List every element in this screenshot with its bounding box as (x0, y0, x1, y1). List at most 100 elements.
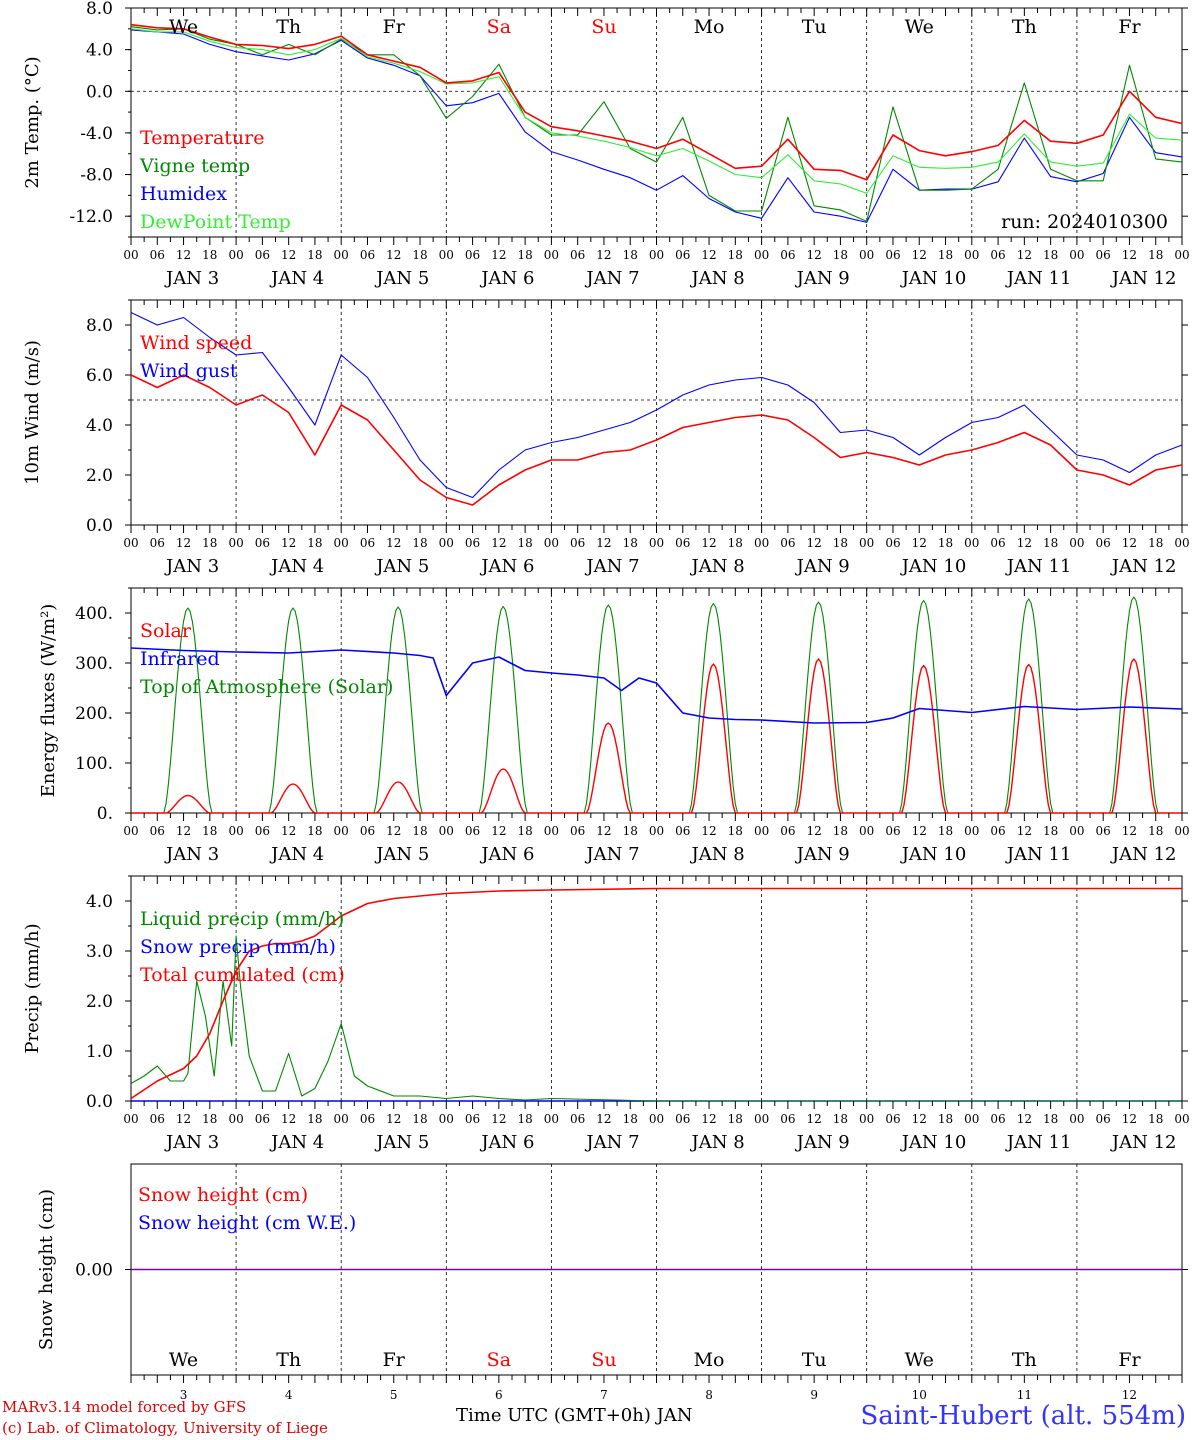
hour-tick-label: 06 (1096, 824, 1111, 838)
hour-tick-label: 06 (570, 824, 585, 838)
date-label: JAN 6 (479, 556, 534, 577)
hour-tick-label: 18 (728, 1112, 743, 1126)
hour-tick-label: 18 (202, 1112, 217, 1126)
day-number-label: 10 (912, 1388, 927, 1402)
dewpoint-line (130, 28, 1183, 194)
hour-tick-label: 00 (964, 824, 979, 838)
date-label: JAN 4 (269, 844, 324, 865)
hour-tick-label: 00 (859, 824, 874, 838)
hour-tick-label: 00 (228, 536, 243, 550)
weekday-label: Fr (1118, 1349, 1141, 1371)
solar-line (131, 658, 1182, 814)
date-label: JAN 8 (690, 1132, 745, 1153)
weekday-label: Mo (694, 1349, 725, 1371)
weekday-label: Fr (383, 16, 406, 38)
hour-tick-label: 12 (596, 1112, 611, 1126)
y-tick-label: -8.0 (80, 166, 113, 186)
date-label: JAN 8 (690, 556, 745, 577)
day-number-label: 8 (705, 1388, 713, 1402)
date-label: JAN 9 (795, 556, 850, 577)
hour-tick-label: 06 (675, 824, 690, 838)
y-tick-label: 0.0 (86, 82, 113, 102)
legend-entry: Solar (140, 620, 192, 642)
hour-tick-label: 12 (701, 536, 716, 550)
weekday-label: Th (1012, 1349, 1037, 1371)
weekday-label: We (905, 1349, 934, 1371)
y-tick-label: 0.0 (86, 516, 113, 536)
hour-tick-label: 12 (1017, 536, 1032, 550)
hour-tick-label: 18 (517, 248, 532, 262)
y-tick-label: 4.0 (86, 892, 113, 912)
weekday-label: Tu (802, 16, 827, 38)
y-axis-title: 10m Wind (m/s) (22, 340, 43, 485)
hour-tick-label: 00 (334, 824, 349, 838)
legend-entry: Snow height (cm) (138, 1184, 308, 1206)
hour-tick-label: 06 (990, 536, 1005, 550)
hour-tick-label: 06 (675, 536, 690, 550)
y-tick-label: 0. (97, 804, 113, 824)
day-number-label: 6 (495, 1388, 503, 1402)
date-label: JAN 9 (795, 844, 850, 865)
hour-tick-label: 06 (255, 1112, 270, 1126)
hour-tick-label: 00 (1174, 248, 1189, 262)
lab-credit: (c) Lab. of Climatology, University of L… (2, 1419, 328, 1437)
day-number-label: 4 (285, 1388, 293, 1402)
date-label: JAN 4 (269, 1132, 324, 1153)
hour-tick-label: 00 (1069, 1112, 1084, 1126)
hour-tick-label: 06 (465, 248, 480, 262)
hour-tick-label: 18 (307, 824, 322, 838)
date-label: JAN 7 (584, 844, 639, 865)
hour-tick-label: 12 (807, 824, 822, 838)
total-cumulated-line (130, 887, 1182, 1100)
hour-tick-label: 18 (938, 248, 953, 262)
date-label: JAN 12 (1110, 844, 1177, 865)
weekday-label: Tu (802, 1349, 827, 1371)
hour-tick-label: 00 (1174, 536, 1189, 550)
y-tick-label: 4.0 (86, 416, 113, 436)
hour-tick-label: 00 (1069, 248, 1084, 262)
hour-tick-label: 12 (281, 1112, 296, 1126)
hour-tick-label: 12 (386, 824, 401, 838)
hour-tick-label: 12 (386, 1112, 401, 1126)
date-label: JAN 3 (164, 268, 219, 289)
hour-tick-label: 18 (412, 536, 427, 550)
date-label: JAN 8 (690, 268, 745, 289)
y-tick-label: 3.0 (86, 942, 113, 962)
hour-tick-label: 12 (596, 536, 611, 550)
hour-tick-label: 06 (465, 824, 480, 838)
hour-tick-label: 06 (675, 248, 690, 262)
y-axis-title: Precip (mm/h) (22, 923, 43, 1053)
hour-tick-label: 12 (281, 248, 296, 262)
hour-tick-label: 18 (517, 824, 532, 838)
hour-tick-label: 12 (1017, 1112, 1032, 1126)
legend-entry: Infrared (140, 648, 220, 670)
hour-tick-label: 00 (964, 1112, 979, 1126)
hour-tick-label: 18 (623, 1112, 638, 1126)
hour-tick-label: 06 (675, 1112, 690, 1126)
hour-tick-label: 06 (990, 1112, 1005, 1126)
date-label: JAN 12 (1110, 1132, 1177, 1153)
hour-tick-label: 06 (885, 248, 900, 262)
hour-tick-label: 12 (807, 1112, 822, 1126)
hour-tick-label: 12 (912, 824, 927, 838)
hour-tick-label: 00 (859, 1112, 874, 1126)
hour-tick-label: 18 (412, 824, 427, 838)
hour-tick-label: 06 (780, 824, 795, 838)
hour-tick-label: 06 (360, 248, 375, 262)
hour-tick-label: 18 (833, 824, 848, 838)
hour-tick-label: 06 (150, 1112, 165, 1126)
date-label: JAN 5 (374, 268, 429, 289)
hour-tick-label: 18 (728, 824, 743, 838)
hour-tick-label: 06 (885, 824, 900, 838)
hour-tick-label: 00 (439, 1112, 454, 1126)
hour-tick-label: 18 (202, 824, 217, 838)
hour-tick-label: 06 (570, 1112, 585, 1126)
date-label: JAN 6 (479, 1132, 534, 1153)
hour-tick-label: 12 (491, 248, 506, 262)
weekday-label: Fr (1118, 16, 1141, 38)
hour-tick-label: 18 (1043, 248, 1058, 262)
y-tick-label: -4.0 (80, 124, 113, 144)
y-axis-title: Energy fluxes (W/m²) (38, 604, 59, 798)
hour-tick-label: 18 (412, 1112, 427, 1126)
date-label: JAN 10 (900, 844, 967, 865)
